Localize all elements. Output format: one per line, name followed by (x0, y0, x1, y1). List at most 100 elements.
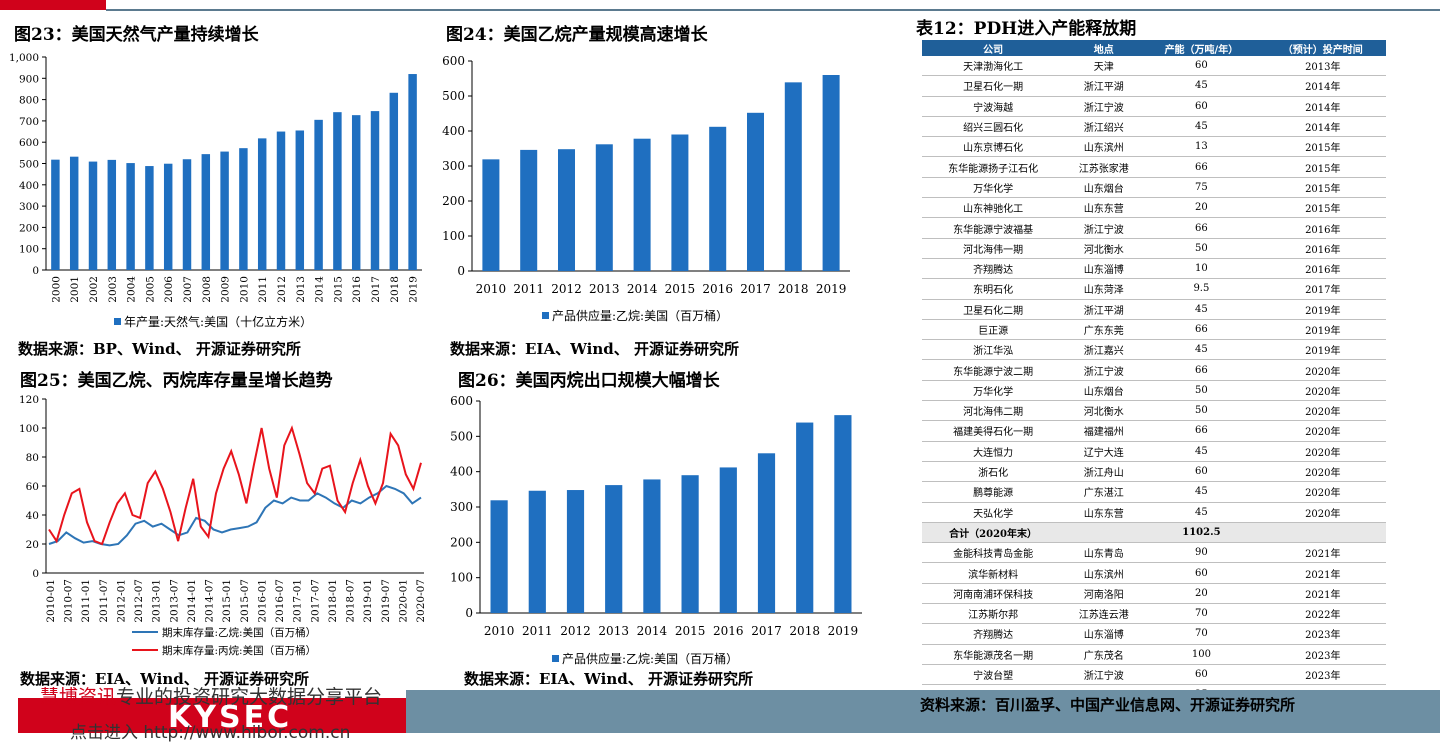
table-cell: 70 (1143, 623, 1260, 645)
table-row: 卫星石化一期 浙江平湖 45 2014年 (922, 75, 1386, 97)
table-cell: 45 (1143, 481, 1260, 503)
x-tick-label: 2013-01 (151, 579, 163, 623)
fig24-chart: 0 100 200 300 400 500 600 2010 2011 2012 2013 2014 2… (442, 54, 850, 323)
top-header-bar (0, 0, 1440, 12)
table-cell: 9.5 (1143, 278, 1260, 300)
x-tick-label: 2004 (126, 276, 138, 303)
x-tick-label: 2002 (88, 276, 100, 303)
table-cell: 山东淄博 (1064, 623, 1144, 645)
x-tick-label: 2011-01 (80, 579, 92, 623)
table-cell: 2021年 (1259, 542, 1386, 564)
x-tick-label: 2014-07 (204, 579, 216, 623)
x-tick-label: 2011-07 (98, 579, 110, 623)
table-cell: 东华能源扬子江石化 (922, 156, 1065, 178)
watermark-brand: 慧博资讯 (40, 686, 117, 708)
x-tick-label: 2019 (408, 276, 420, 303)
table-cell: 2021年 (1259, 583, 1386, 605)
x-tick-label: 2017 (751, 624, 782, 638)
watermark-link[interactable]: 点击进入 http://www.hibor.com.cn (70, 723, 351, 743)
y-tick-label: 800 (19, 95, 39, 107)
table-cell: 2020年 (1259, 502, 1386, 523)
table-cell: 1102.5 (1143, 522, 1260, 544)
table-cell: 20 (1143, 197, 1260, 219)
table-cell: 60 (1143, 461, 1260, 483)
table-cell: 13 (1143, 136, 1260, 158)
table-cell: 宁波海越 (922, 96, 1065, 117)
table-cell: 广东东莞 (1064, 319, 1144, 341)
logo-text: KYSEC (168, 700, 293, 735)
table-cell: 50 (1143, 400, 1260, 422)
table-cell: 70 (1143, 603, 1260, 625)
bar (126, 163, 135, 270)
y-tick-label: 300 (450, 500, 473, 514)
x-tick-label: 2019-01 (362, 579, 374, 623)
y-tick-label: 60 (26, 481, 39, 493)
y-tick-label: 100 (19, 423, 39, 435)
table-cell: 2023年 (1259, 664, 1386, 686)
bar (107, 159, 117, 270)
fig25-chart: 0 20 40 60 80 100 120 2010-01 2010-07 2011-01 2011… (19, 394, 427, 657)
table-cell: 东明石化 (922, 278, 1065, 300)
x-tick-label: 2010-01 (45, 579, 57, 623)
table-cell: 45 (1143, 502, 1260, 523)
bar (351, 115, 361, 270)
table-row: 宁波台塑 浙江宁波 60 2023年 (922, 664, 1386, 686)
table-cell: 100 (1143, 644, 1260, 665)
x-tick-label: 2003 (107, 276, 119, 303)
x-tick-label: 2012-01 (115, 579, 127, 623)
y-tick-label: 600 (442, 54, 465, 68)
table-row: 东明石化 山东菏泽 9.5 2017年 (922, 278, 1386, 300)
y-tick-label: 100 (450, 571, 473, 585)
y-tick-label: 100 (442, 229, 465, 243)
x-tick-label: 2017-07 (309, 579, 321, 623)
table-row: 鹏尊能源 广东湛江 45 2020年 (922, 481, 1386, 503)
table-row: 东华能源扬子江石化 江苏张家港 66 2015年 (922, 156, 1386, 178)
watermark-slogan: 专业的投资研究大数据分享平台 (116, 686, 383, 708)
pdh-capacity-table: 公司 地点 产能（万吨/年） （预计）投产时间 天津渤海化工 天津 60 2013年卫… (922, 40, 1386, 706)
table-cell: 河北海伟一期 (922, 238, 1065, 259)
bar (333, 112, 342, 271)
table-row: 金能科技青岛金能 山东青岛 90 2021年 (922, 542, 1386, 564)
y-tick-label: 40 (26, 510, 39, 522)
table-cell: 浙江绍兴 (1064, 116, 1144, 138)
x-tick-label: 2018 (389, 276, 401, 303)
table-cell: 2020年 (1259, 359, 1386, 381)
y-tick-label: 120 (19, 394, 39, 406)
y-tick-label: 500 (442, 89, 465, 103)
col-location: 地点 (1064, 40, 1144, 56)
table-cell: 66 (1143, 319, 1260, 341)
bar (408, 74, 417, 270)
x-tick-label: 2015 (332, 276, 344, 303)
table-cell: 浙江宁波 (1064, 96, 1144, 117)
table-cell: 东华能源宁波福基 (922, 217, 1065, 239)
table-cell: 浙江嘉兴 (1064, 339, 1144, 361)
x-tick-label: 2016-07 (274, 579, 286, 623)
table-cell: 浙江平湖 (1064, 75, 1144, 97)
x-tick-label: 2013 (598, 624, 629, 638)
x-tick-label: 2017 (370, 276, 382, 303)
fig24-title: 图24：美国乙烷产量规模高速增长 (446, 25, 708, 45)
fig25-title: 图25：美国乙烷、丙烷库存量呈增长趋势 (20, 371, 333, 391)
table-cell: 山东京博石化 (922, 136, 1065, 158)
legend-label: 产品供应量:乙烷:美国（百万桶） (552, 308, 728, 323)
x-tick-label: 2018 (789, 624, 820, 638)
y-tick-label: 0 (32, 568, 39, 580)
table-cell: 河南南浦环保科技 (922, 583, 1065, 605)
bar (528, 490, 546, 613)
table-cell: 浙江平湖 (1064, 299, 1144, 320)
table-cell: 60 (1143, 562, 1260, 584)
table-cell: 山东菏泽 (1064, 278, 1144, 300)
y-tick-label: 100 (19, 244, 39, 256)
table-cell: 齐翔腾达 (922, 623, 1065, 645)
table-cell: 2020年 (1259, 380, 1386, 402)
legend-swatch (552, 655, 559, 662)
table-cell: 山东神驰化工 (922, 197, 1065, 219)
fig26-title: 图26：美国丙烷出口规模大幅增长 (458, 371, 720, 391)
bar (370, 111, 380, 271)
table-row: 河北海伟一期 河北衡水 50 2016年 (922, 238, 1386, 259)
col-capacity: 产能（万吨/年） (1143, 40, 1260, 56)
fig25-source: 数据来源：EIA、Wind、 开源证券研究所 (20, 670, 309, 688)
y-tick-label: 400 (450, 465, 473, 479)
bar (719, 467, 737, 613)
table-cell: 2016年 (1259, 258, 1386, 280)
